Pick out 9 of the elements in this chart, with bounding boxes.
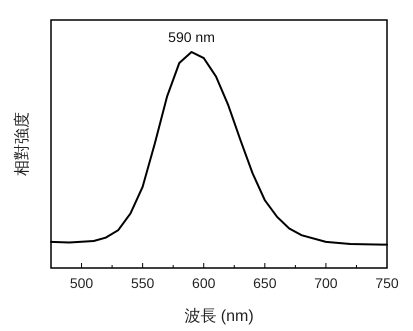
x-axis-title: 波長 (nm) [184,307,254,325]
x-tick-label: 500 [70,275,94,291]
x-tick-label: 550 [130,275,155,291]
annotation: 590 nm [168,29,215,45]
x-tick-label: 750 [375,275,399,291]
x-tick-label: 600 [192,275,216,291]
y-axis-title: 相對強度 [13,112,31,176]
x-tick-label: 700 [314,275,338,291]
x-tick-label: 650 [253,275,277,291]
